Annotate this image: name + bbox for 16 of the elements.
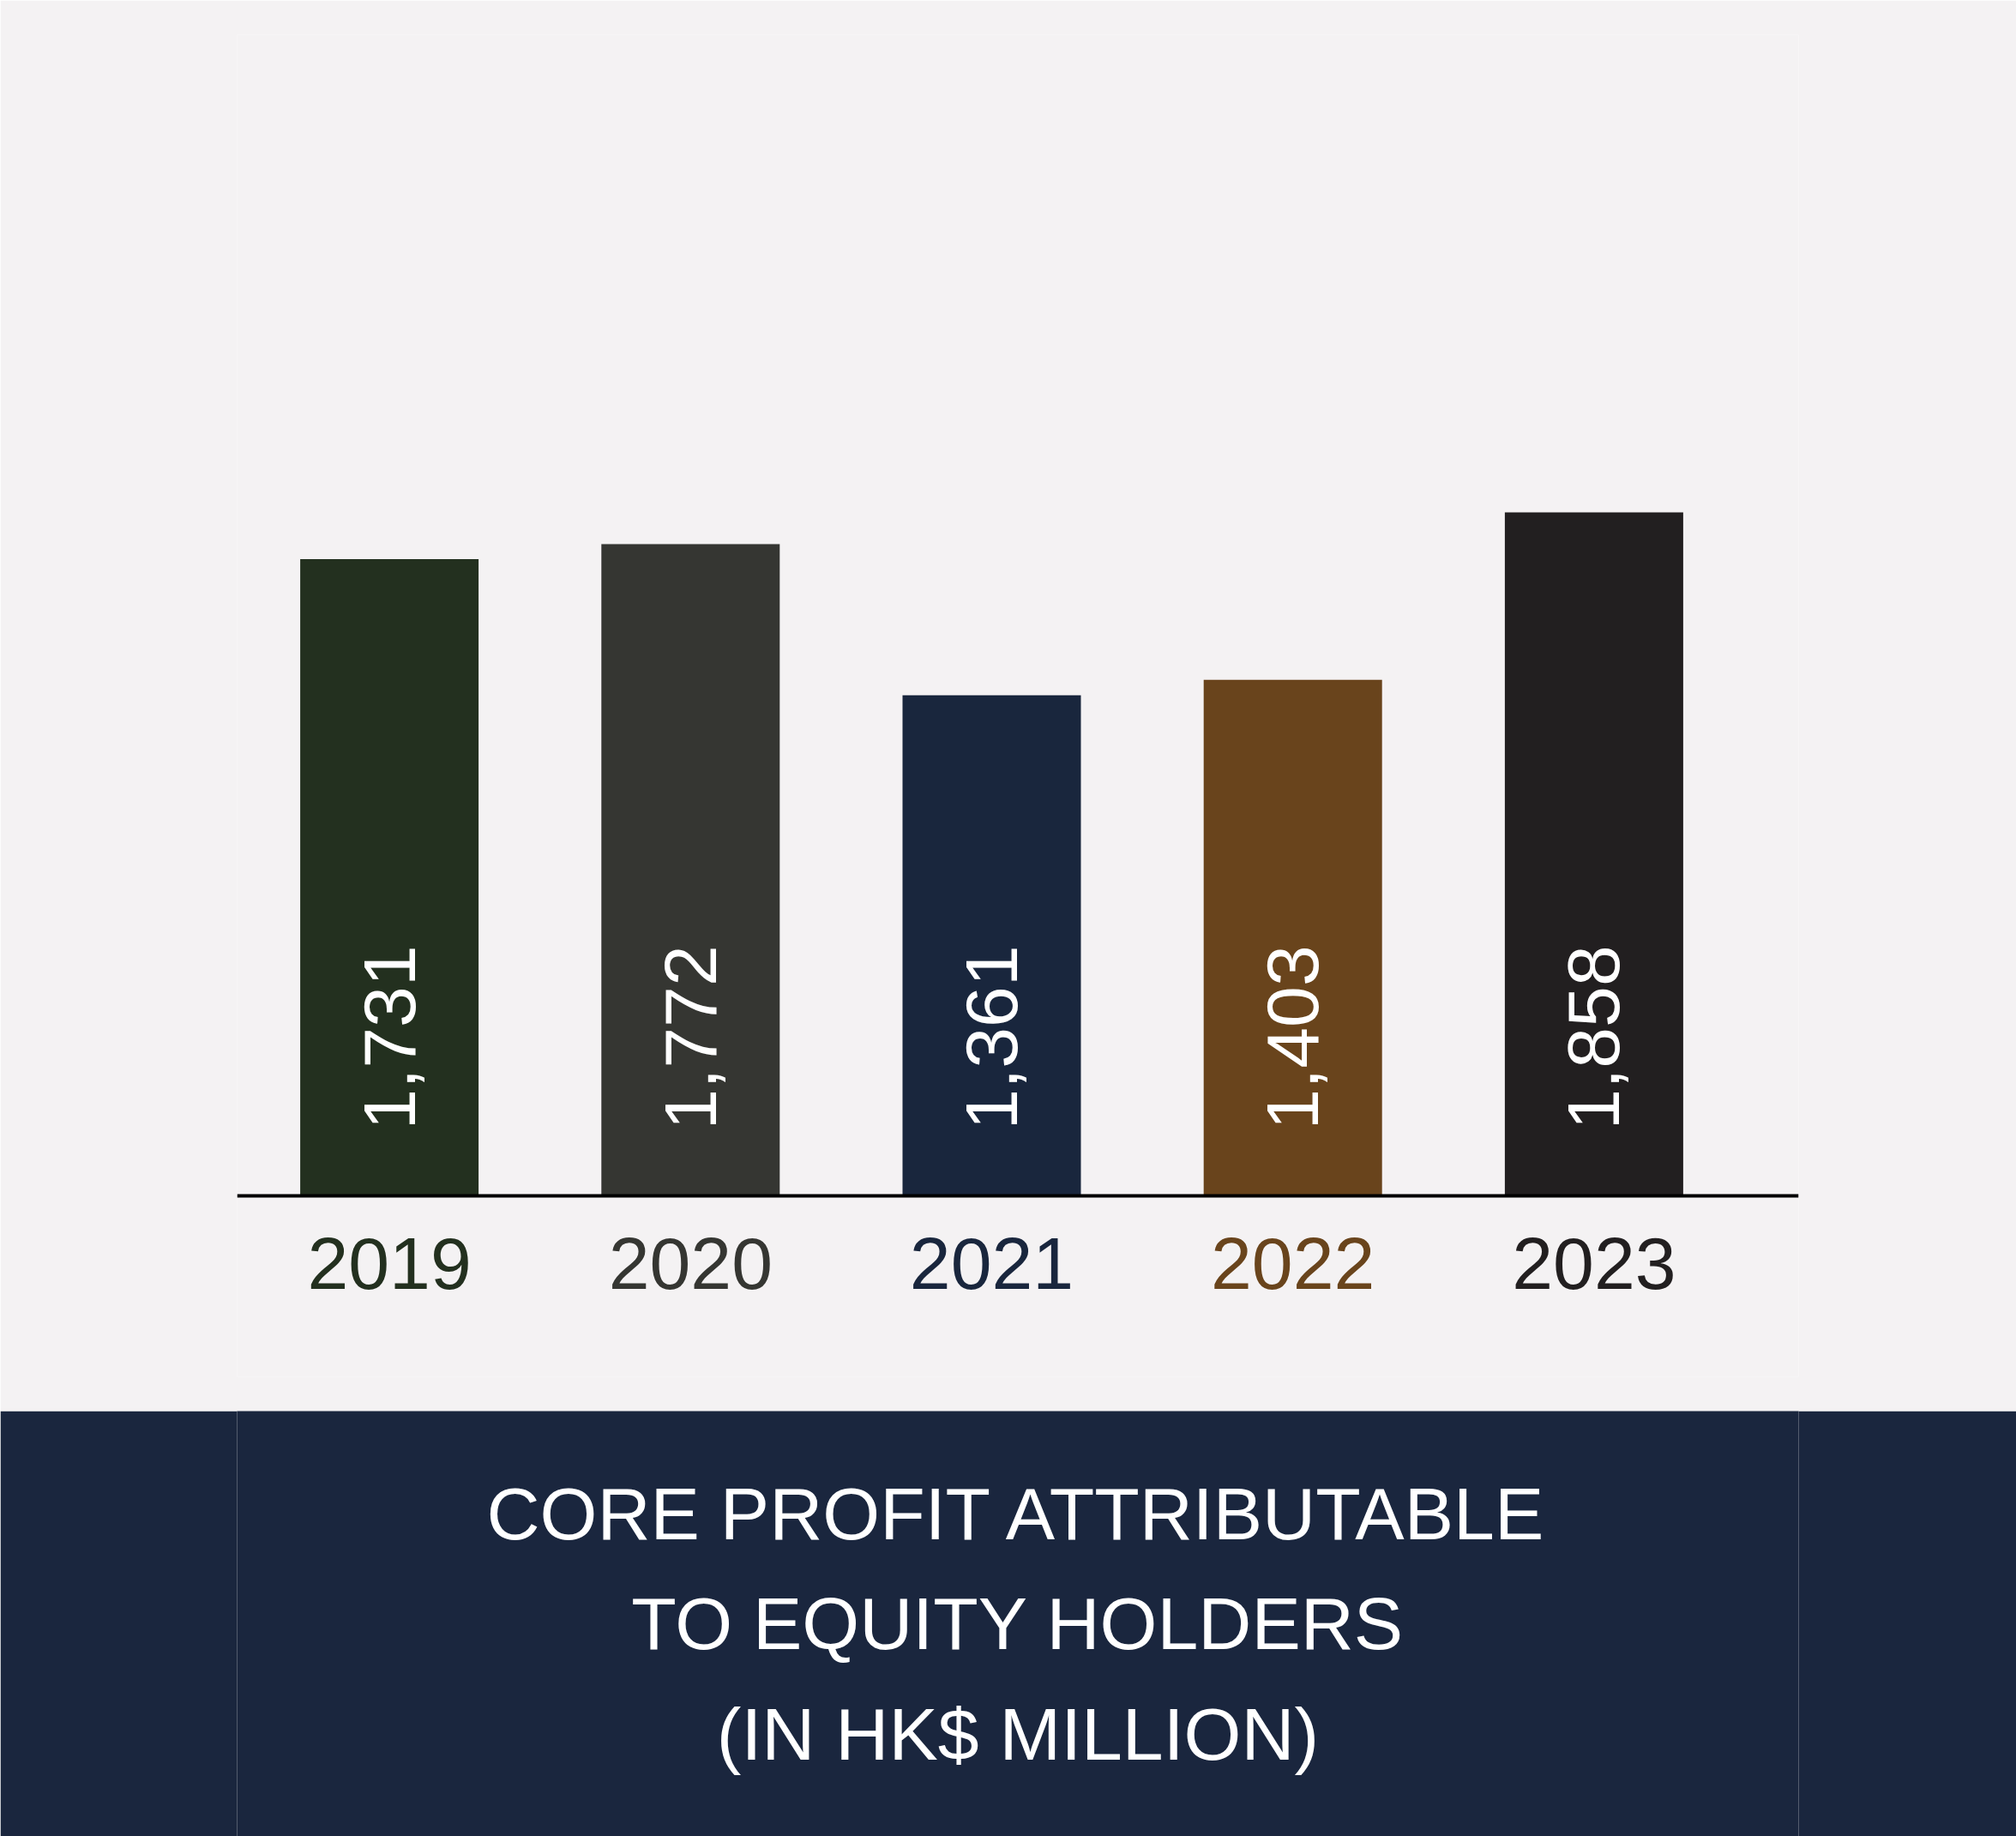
data-label: 1,361 [950, 945, 1032, 1130]
x-tick-label: 2023 [1512, 1222, 1676, 1304]
x-tick-label: 2019 [307, 1222, 472, 1304]
x-tick-label: 2022 [1211, 1222, 1375, 1304]
data-label: 1,858 [1552, 945, 1635, 1130]
x-tick-label: 2021 [909, 1222, 1074, 1304]
bar [902, 695, 1081, 1196]
bar [300, 558, 479, 1196]
bar [1203, 679, 1382, 1196]
bar [1504, 512, 1683, 1196]
text: CORE PROFIT ATTRIBUTABLE TO EQUITY HOLDERS (IN HK$ MILLION) [486, 1472, 1544, 1776]
bar [601, 544, 780, 1196]
data-label: 1,731 [347, 945, 430, 1130]
x-tick-label: 2020 [608, 1222, 773, 1304]
data-label: 1,403 [1251, 945, 1334, 1130]
data-label: 1,772 [648, 945, 731, 1130]
